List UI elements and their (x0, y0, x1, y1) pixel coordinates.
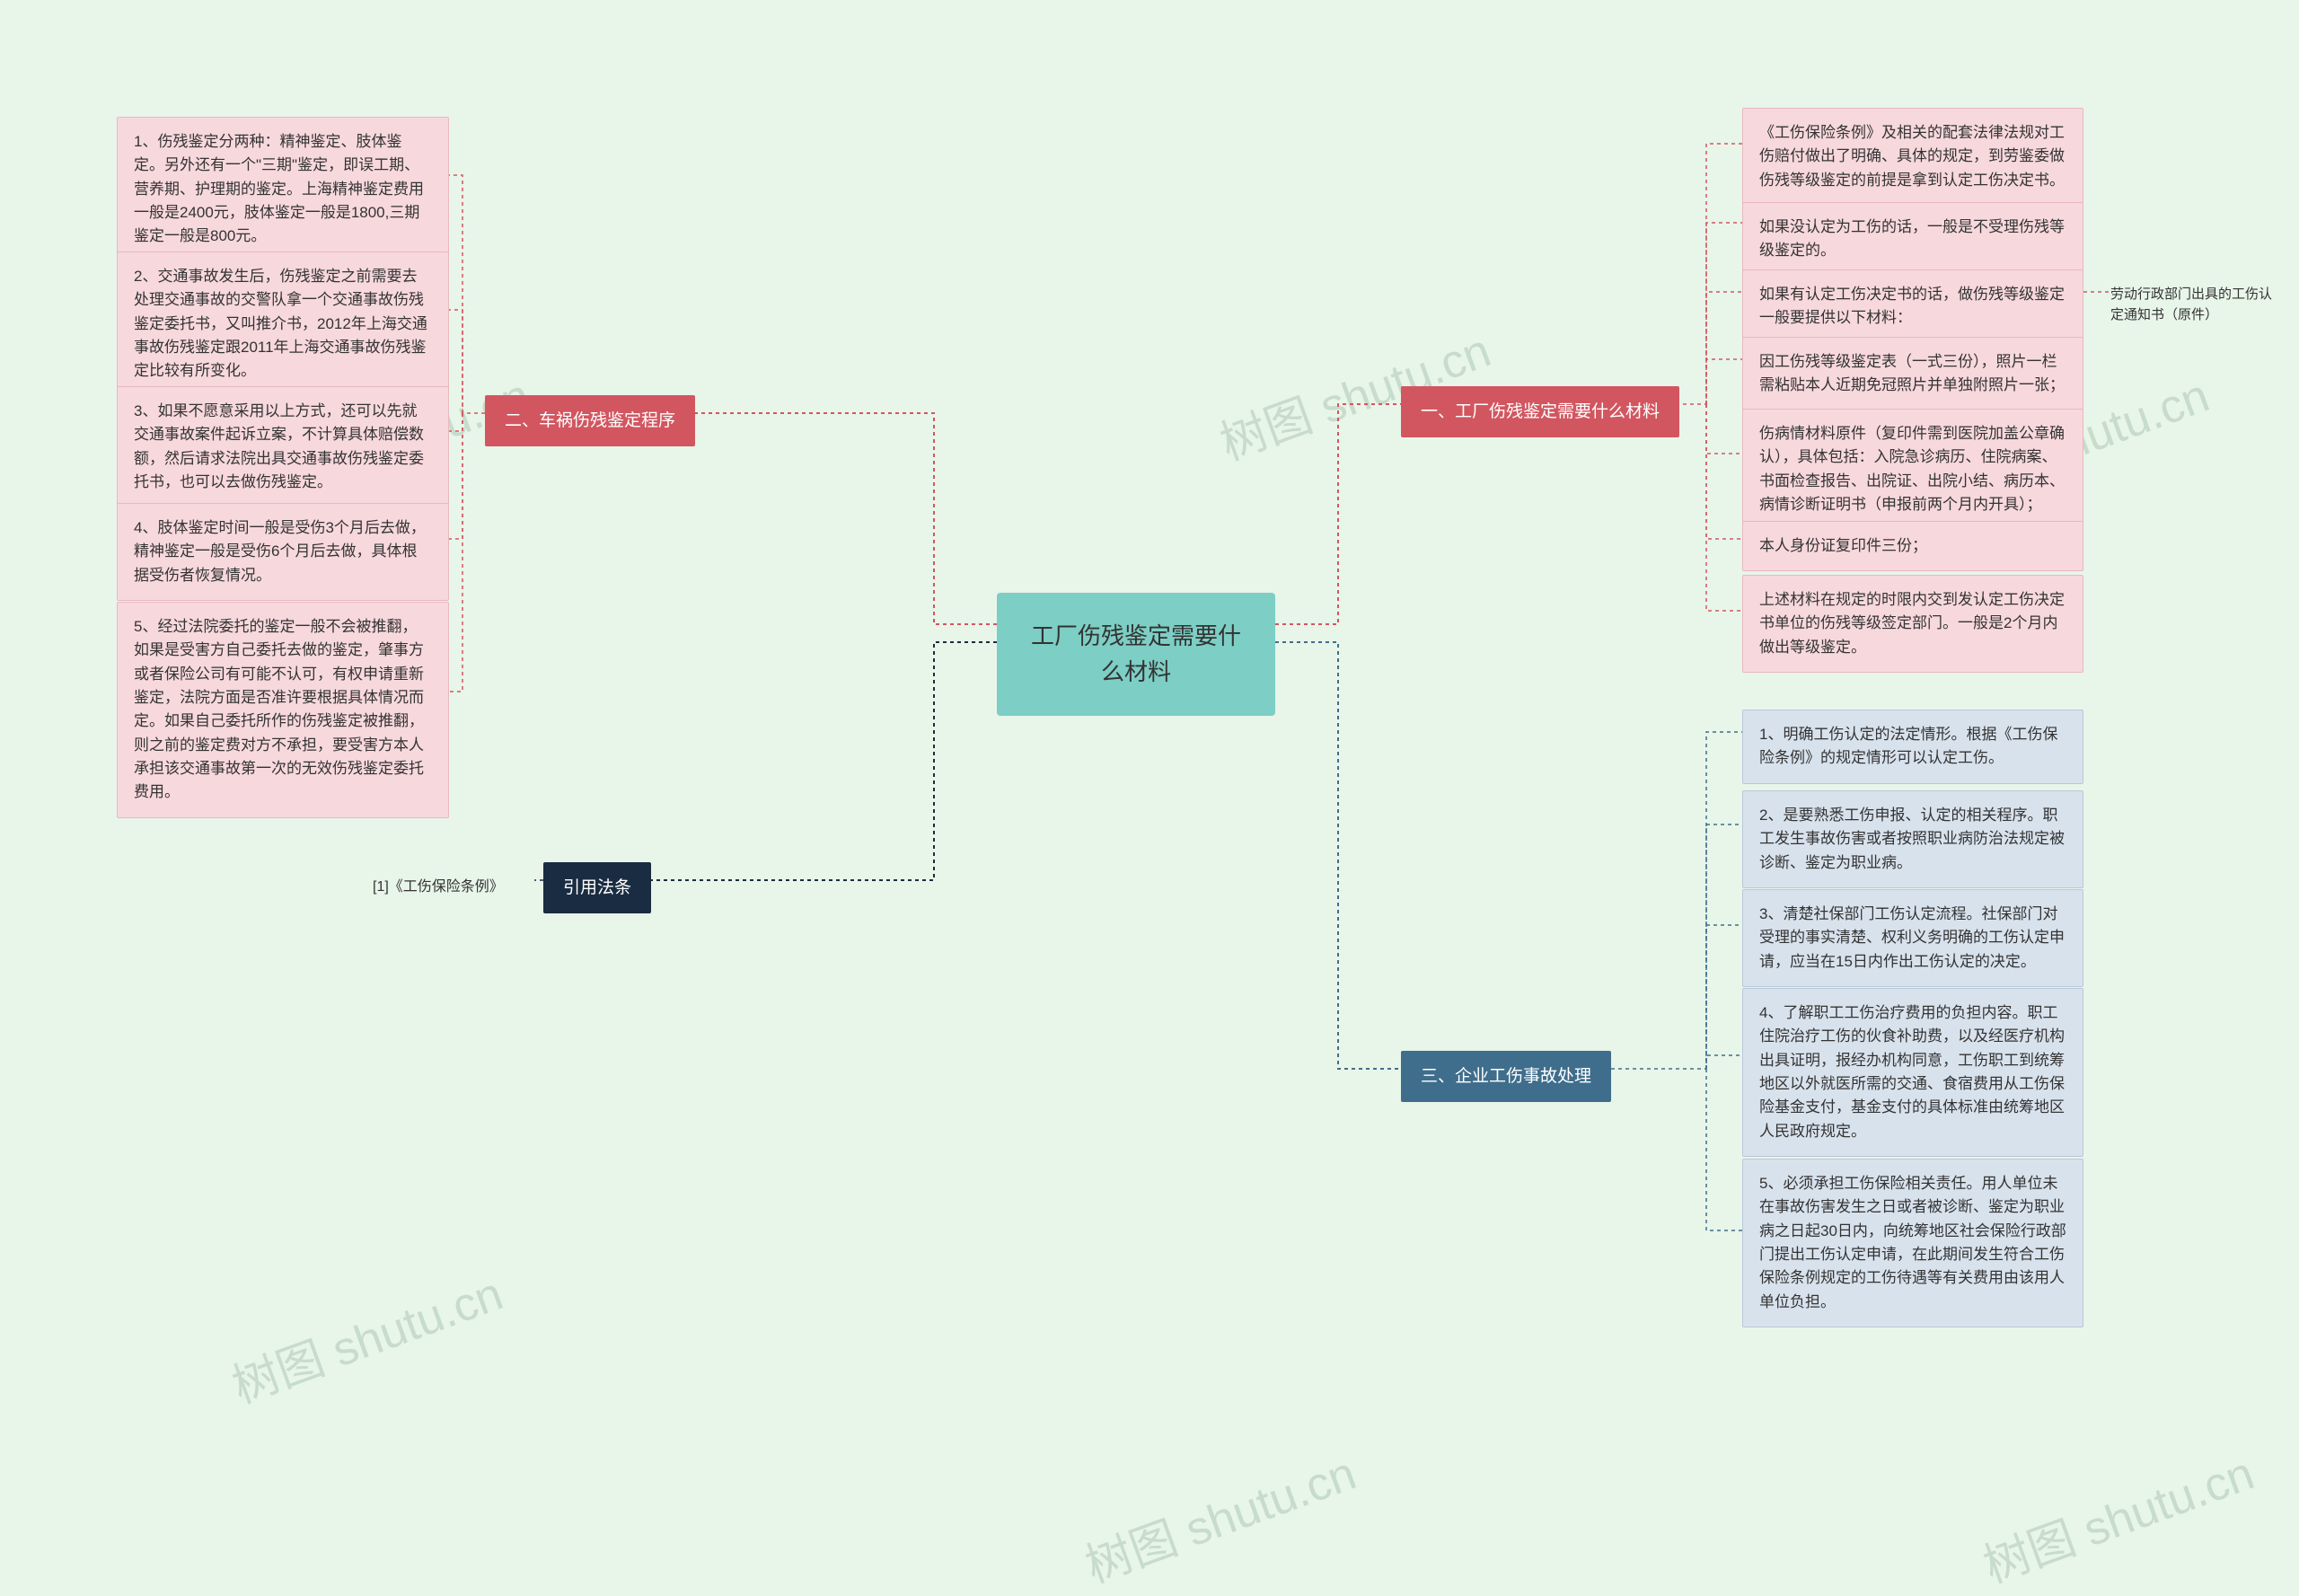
b1-extra-leaf: 劳动行政部门出具的工伤认定通知书（原件） (2110, 277, 2281, 333)
b2-leaf-4: 5、经过法院委托的鉴定一般不会被推翻，如果是受害方自己委托去做的鉴定，肇事方或者… (117, 602, 449, 818)
branch-4-label: 引用法条 (543, 862, 651, 913)
b1-leaf-3: 因工伤残等级鉴定表（一式三份），照片一栏需粘贴本人近期免冠照片并单独附照片一张； (1742, 337, 2083, 411)
b3-leaf-2: 3、清楚社保部门工伤认定流程。社保部门对受理的事实清楚、权利义务明确的工伤认定申… (1742, 889, 2083, 987)
branch-1-label: 一、工厂伤残鉴定需要什么材料 (1401, 386, 1679, 437)
b3-leaf-1: 2、是要熟悉工伤申报、认定的相关程序。职工发生事故伤害或者按照职业病防治法规定被… (1742, 790, 2083, 888)
watermark: 树图 shutu.cn (1973, 1435, 2262, 1595)
b1-leaf-6: 上述材料在规定的时限内交到发认定工伤决定书单位的伤残等级签定部门。一般是2个月内… (1742, 575, 2083, 673)
branch-2-label: 二、车祸伤残鉴定程序 (485, 395, 695, 446)
watermark: 树图 shutu.cn (222, 1256, 511, 1415)
b1-leaf-5: 本人身份证复印件三份； (1742, 521, 2083, 571)
b2-leaf-1: 2、交通事故发生后，伤残鉴定之前需要去处理交通事故的交警队拿一个交通事故伤残鉴定… (117, 251, 449, 397)
branch-3-label: 三、企业工伤事故处理 (1401, 1051, 1611, 1102)
b2-leaf-2: 3、如果不愿意采用以上方式，还可以先就交通事故案件起诉立案，不计算具体赔偿数额，… (117, 386, 449, 507)
watermark: 树图 shutu.cn (1075, 1435, 1364, 1595)
b3-leaf-3: 4、了解职工工伤治疗费用的负担内容。职工住院治疗工伤的伙食补助费，以及经医疗机构… (1742, 988, 2083, 1157)
b3-leaf-4: 5、必须承担工伤保险相关责任。用人单位未在事故伤害发生之日或者被诊断、鉴定为职业… (1742, 1159, 2083, 1327)
central-node: 工厂伤残鉴定需要什么材料 (997, 593, 1275, 716)
b1-leaf-0: 《工伤保险条例》及相关的配套法律法规对工伤赔付做出了明确、具体的规定，到劳鉴委做… (1742, 108, 2083, 206)
b3-leaf-0: 1、明确工伤认定的法定情形。根据《工伤保险条例》的规定情形可以认定工伤。 (1742, 710, 2083, 784)
b1-leaf-2: 如果有认定工伤决定书的话，做伤残等级鉴定一般要提供以下材料： (1742, 269, 2083, 344)
b4-leaf-0: [1]《工伤保险条例》 (373, 869, 534, 906)
b2-leaf-3: 4、肢体鉴定时间一般是受伤3个月后去做，精神鉴定一般是受伤6个月后去做，具体根据… (117, 503, 449, 601)
b2-leaf-0: 1、伤残鉴定分两种：精神鉴定、肢体鉴定。另外还有一个"三期"鉴定，即误工期、营养… (117, 117, 449, 262)
b1-leaf-4: 伤病情材料原件（复印件需到医院加盖公章确认），具体包括：入院急诊病历、住院病案、… (1742, 409, 2083, 530)
b1-leaf-1: 如果没认定为工伤的话，一般是不受理伤残等级鉴定的。 (1742, 202, 2083, 277)
